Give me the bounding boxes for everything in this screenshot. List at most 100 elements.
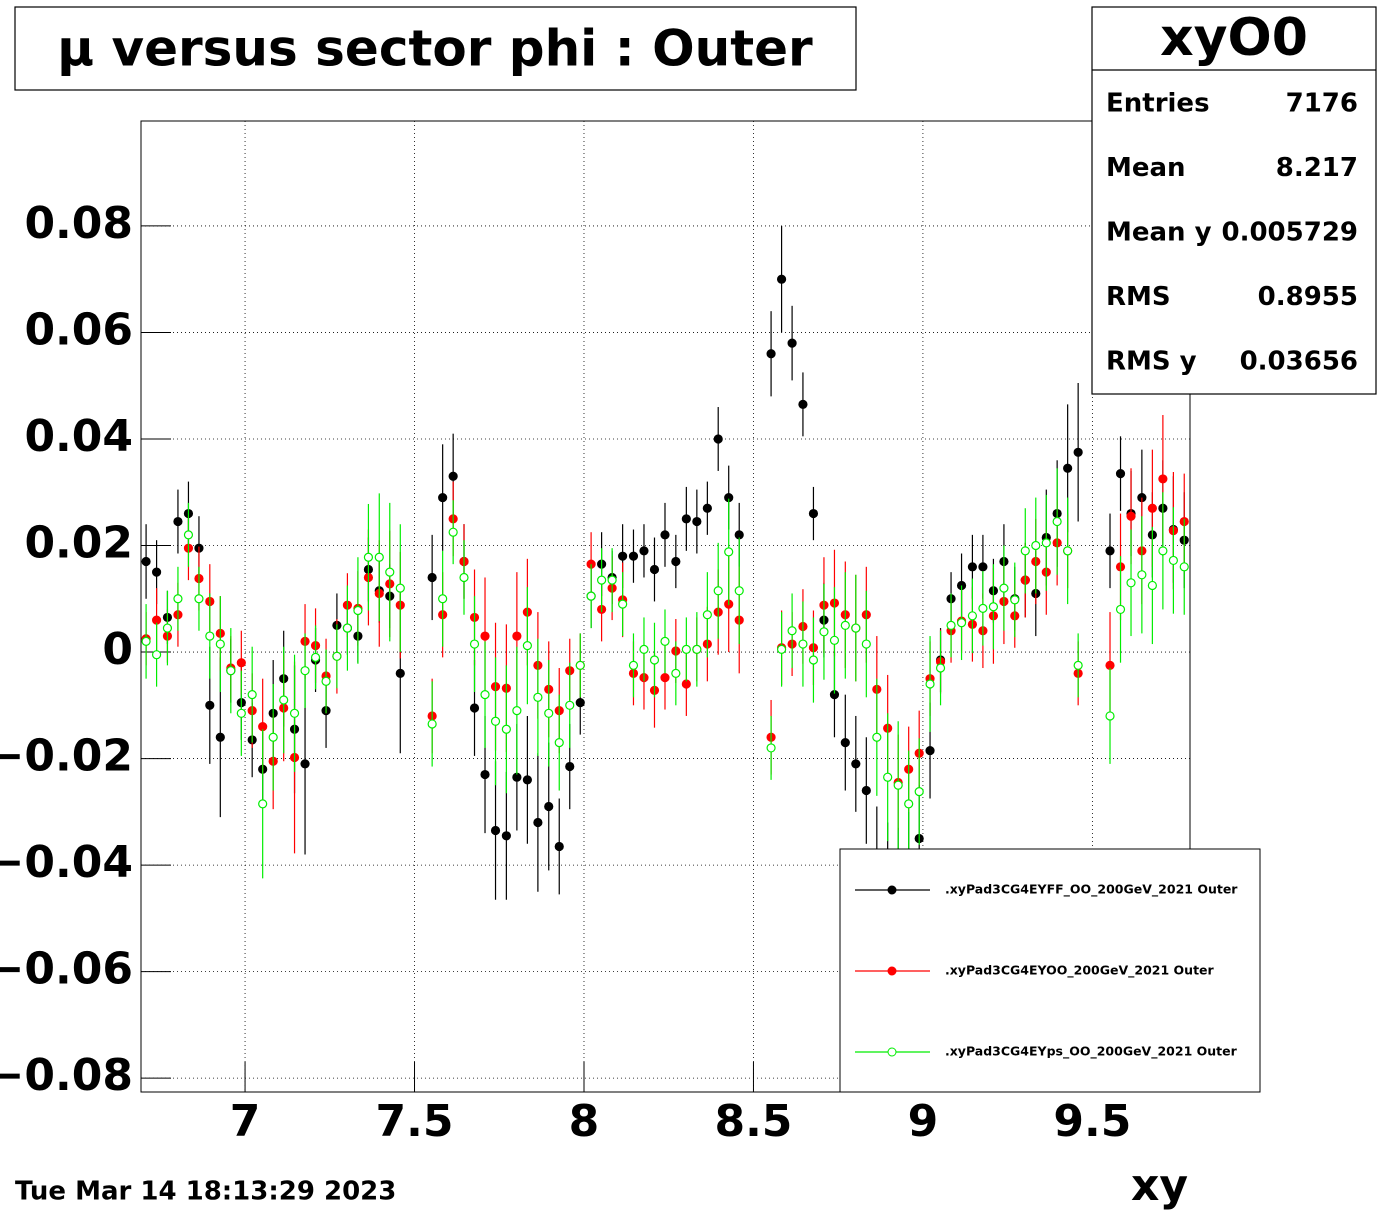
marker	[279, 695, 289, 705]
marker	[660, 673, 670, 683]
stats-box	[1091, 6, 1377, 395]
y-tick-label: 0	[102, 624, 133, 675]
marker	[512, 631, 522, 641]
marker	[639, 644, 649, 654]
marker	[173, 594, 183, 604]
marker	[1179, 562, 1189, 572]
marker	[321, 676, 331, 686]
marker	[490, 716, 501, 726]
marker	[1137, 570, 1147, 580]
stats-key: RMS	[1106, 282, 1171, 312]
x-tick-label: 9	[908, 1096, 939, 1147]
stats-value: 7176	[1286, 89, 1358, 119]
marker	[1063, 463, 1073, 473]
legend-label: .xyPad3CG4EYOO_200GeV_2021 Outer	[945, 963, 1215, 979]
marker	[649, 564, 660, 575]
marker	[575, 660, 585, 670]
stats-key: Mean	[1106, 153, 1186, 183]
y-tick-label: 0.08	[24, 198, 133, 249]
marker	[544, 708, 554, 718]
stats-key: Entries	[1106, 89, 1210, 119]
marker	[978, 562, 988, 572]
marker	[162, 623, 173, 633]
marker	[861, 785, 871, 796]
legend-marker	[887, 885, 897, 895]
marker	[956, 618, 967, 628]
marker	[776, 274, 787, 284]
marker	[967, 611, 978, 621]
marker	[988, 602, 999, 612]
marker	[522, 775, 532, 785]
marker	[385, 567, 395, 577]
marker	[999, 583, 1009, 593]
marker	[438, 492, 448, 503]
marker	[151, 650, 162, 660]
legend-marker	[887, 1047, 897, 1057]
marker	[480, 690, 490, 700]
marker	[247, 690, 257, 700]
stats-key: Mean y	[1106, 218, 1212, 248]
marker	[501, 724, 511, 734]
marker	[692, 516, 702, 527]
marker	[639, 546, 649, 556]
marker	[787, 626, 797, 636]
marker	[512, 706, 522, 716]
marker	[289, 708, 300, 718]
marker	[702, 503, 712, 513]
marker	[1147, 503, 1157, 513]
marker	[713, 586, 723, 596]
marker	[565, 700, 575, 710]
marker	[618, 551, 628, 561]
marker	[1115, 469, 1126, 479]
marker	[1126, 578, 1136, 588]
marker	[671, 668, 681, 678]
marker	[660, 530, 670, 540]
marker	[141, 556, 151, 567]
marker	[883, 772, 893, 782]
marker	[1031, 540, 1041, 551]
marker	[840, 620, 850, 631]
stats-value: 0.8955	[1258, 282, 1358, 312]
marker	[681, 514, 691, 524]
marker	[808, 655, 819, 665]
y-tick-label: −0.04	[0, 837, 133, 888]
marker	[342, 623, 353, 633]
x-tick-label: 8.5	[714, 1096, 792, 1147]
marker	[1052, 516, 1062, 527]
marker	[183, 530, 194, 540]
marker	[258, 799, 268, 809]
marker	[236, 708, 246, 718]
marker	[1105, 546, 1115, 556]
title-box	[14, 6, 857, 91]
marker	[734, 586, 744, 596]
legend-marker	[887, 966, 897, 976]
marker	[766, 349, 776, 359]
marker	[1158, 546, 1168, 556]
legend-label: .xyPad3CG4EYFF_OO_200GeV_2021 Outer	[945, 882, 1238, 898]
marker	[480, 769, 490, 780]
marker	[829, 635, 840, 645]
marker	[469, 639, 480, 649]
marker	[978, 603, 988, 613]
marker	[374, 552, 384, 562]
marker	[597, 575, 607, 585]
marker	[628, 660, 639, 670]
marker	[893, 780, 903, 790]
marker	[702, 610, 712, 620]
x-tick-label: 9.5	[1053, 1096, 1131, 1147]
marker	[1158, 474, 1168, 484]
marker	[840, 737, 850, 748]
marker	[300, 666, 310, 676]
marker	[448, 527, 458, 537]
marker	[205, 700, 215, 710]
marker	[851, 759, 861, 769]
marker	[395, 583, 405, 593]
marker	[438, 594, 448, 604]
marker	[490, 825, 501, 836]
marker	[1020, 546, 1030, 556]
marker	[448, 471, 458, 481]
marker	[395, 668, 405, 678]
marker	[681, 644, 691, 654]
marker	[798, 399, 808, 409]
